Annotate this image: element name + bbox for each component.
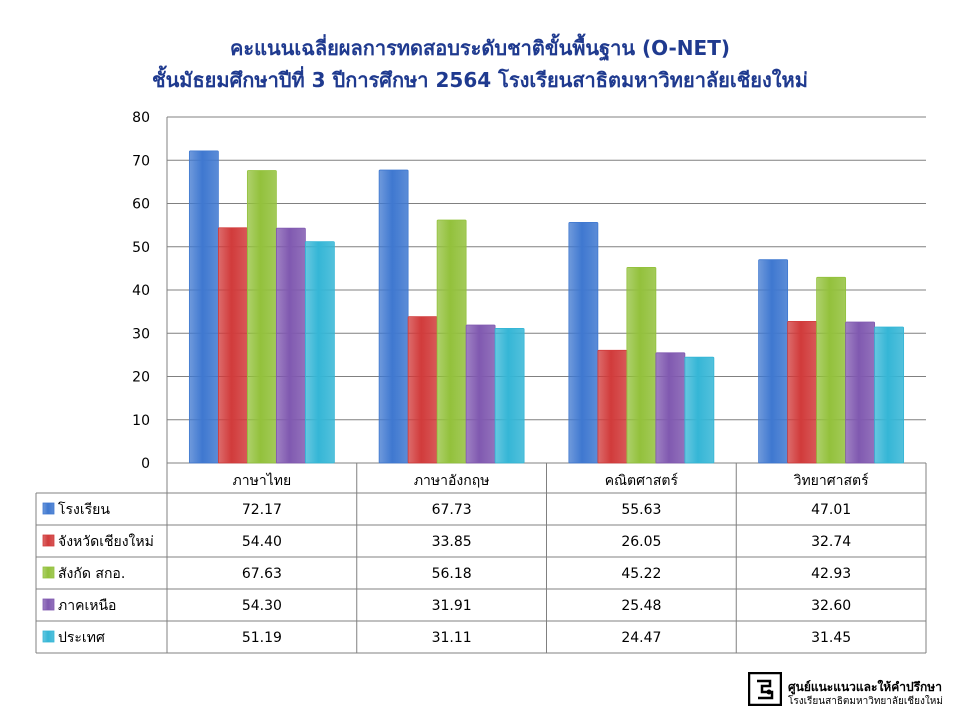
table-cell-series-0-category-2: 55.63 <box>621 502 661 518</box>
y-tick-label-70: 70 <box>132 153 150 169</box>
bar-series-2-category-1 <box>436 219 467 464</box>
logo-icon <box>748 672 782 706</box>
table-cell-series-4-category-2: 24.47 <box>621 630 661 646</box>
table-cell-series-3-category-0: 54.30 <box>242 598 282 614</box>
bar-series-2-category-0 <box>246 170 277 464</box>
logo-text-line-2: โรงเรียนสาธิตมหาวิทยาลัยเชียงใหม่ <box>788 696 943 707</box>
table-cell-series-4-category-3: 31.45 <box>811 630 851 646</box>
bar-series-4-category-0 <box>304 241 335 464</box>
bar-series-4-category-1 <box>494 328 525 464</box>
y-tick-label-60: 60 <box>132 197 150 213</box>
table-cell-series-1-category-3: 32.74 <box>811 534 851 550</box>
y-tick-label-80: 80 <box>132 110 150 126</box>
legend-swatch-3 <box>42 598 55 611</box>
bar-series-1-category-1 <box>407 316 438 464</box>
table-cell-series-2-category-0: 67.63 <box>242 566 282 582</box>
bar-series-2-category-3 <box>816 276 847 464</box>
y-tick-label-0: 0 <box>141 456 150 472</box>
legend-label-3: ภาคเหนือ <box>58 598 116 614</box>
table-cell-series-3-category-1: 31.91 <box>432 598 472 614</box>
bar-layer <box>188 150 905 464</box>
legend-swatch-4 <box>42 630 55 643</box>
legend-label-0: โรงเรียน <box>58 501 110 518</box>
bar-series-0-category-0 <box>188 150 219 464</box>
x-tick-label-3: วิทยาศาสตร์ <box>793 472 869 489</box>
bar-series-3-category-3 <box>845 321 876 464</box>
legend-label-4: ประเทศ <box>58 630 105 646</box>
bar-series-1-category-0 <box>217 227 248 464</box>
y-tick-label-40: 40 <box>132 283 150 299</box>
table-cell-series-1-category-0: 54.40 <box>242 534 282 550</box>
legend-label-2: สังกัด สกอ. <box>58 566 125 582</box>
y-tick-label-10: 10 <box>132 413 150 429</box>
table-cell-series-3-category-3: 32.60 <box>811 598 851 614</box>
bar-series-0-category-3 <box>758 259 789 464</box>
legend-label-1: จังหวัดเชียงใหม่ <box>58 533 154 550</box>
table-cell-series-0-category-1: 67.73 <box>432 502 472 518</box>
table-cell-series-1-category-1: 33.85 <box>432 534 472 550</box>
y-tick-label-30: 30 <box>132 326 150 342</box>
bar-series-1-category-2 <box>597 349 628 464</box>
table-cell-series-2-category-3: 42.93 <box>811 566 851 582</box>
legend-swatch-0 <box>42 502 55 515</box>
chart-title-line-2: ชั้นมัธยมศึกษาปีที่ 3 ปีการศึกษา 2564 โร… <box>152 68 808 92</box>
bar-series-4-category-2 <box>684 356 715 464</box>
x-tick-label-2: คณิตศาสตร์ <box>605 472 679 489</box>
logo: ศูนย์แนะแนวและให้คำปรึกษา โรงเรียนสาธิตม… <box>748 672 943 708</box>
bar-series-0-category-1 <box>378 169 409 464</box>
table-cell-series-3-category-2: 25.48 <box>621 598 661 614</box>
logo-text-line-1: ศูนย์แนะแนวและให้คำปรึกษา <box>788 680 942 694</box>
table-cell-series-4-category-0: 51.19 <box>242 630 282 646</box>
bar-series-2-category-2 <box>626 267 657 464</box>
bar-series-3-category-1 <box>465 324 496 464</box>
bar-series-3-category-2 <box>655 352 686 464</box>
legend-swatch-1 <box>42 534 55 547</box>
table-cell-series-0-category-3: 47.01 <box>811 502 851 518</box>
chart-title-line-1: คะแนนเฉลี่ยผลการทดสอบระดับชาติขั้นพื้นฐา… <box>230 36 730 60</box>
bar-series-4-category-3 <box>874 326 905 464</box>
y-tick-label-20: 20 <box>132 370 150 386</box>
data-table: ภาษาไทย ภาษาอังกฤษ คณิตศาสตร์ วิทยาศาสตร์โร… <box>35 463 927 654</box>
bar-series-3-category-0 <box>275 227 306 464</box>
table-cell-series-2-category-2: 45.22 <box>621 566 661 582</box>
x-tick-label-0: ภาษาไทย <box>233 472 292 489</box>
table-cell-series-4-category-1: 31.11 <box>432 630 472 646</box>
x-tick-label-1: ภาษาอังกฤษ <box>414 473 490 489</box>
table-cell-series-1-category-2: 26.05 <box>621 534 661 550</box>
bar-series-1-category-3 <box>787 320 818 464</box>
table-cell-series-0-category-0: 72.17 <box>242 502 282 518</box>
y-tick-label-50: 50 <box>132 240 150 256</box>
bar-series-0-category-2 <box>568 222 599 464</box>
legend-swatch-2 <box>42 566 55 579</box>
table-cell-series-2-category-1: 56.18 <box>432 566 472 582</box>
